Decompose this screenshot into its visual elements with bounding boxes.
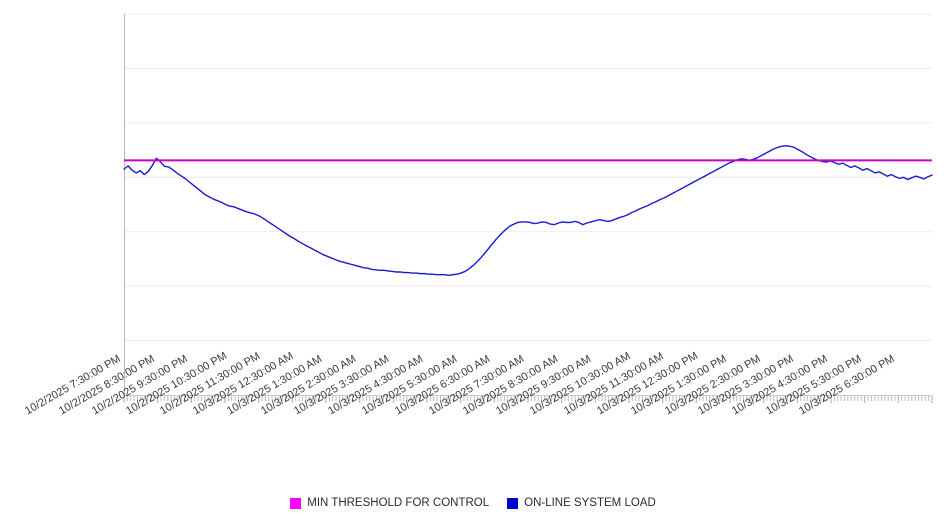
legend-label-min-threshold: MIN THRESHOLD FOR CONTROL — [307, 497, 490, 509]
legend-swatch-icon-min-threshold — [290, 497, 302, 509]
x-axis-ticks — [123, 396, 933, 403]
legend-label-system-load: ON-LINE SYSTEM LOAD — [524, 497, 656, 509]
legend-item-on-line-system-load[interactable]: ON-LINE SYSTEM LOAD — [507, 497, 656, 509]
legend-swatch-icon-system-load — [507, 497, 519, 509]
legend-item-min-threshold-for-control[interactable]: MIN THRESHOLD FOR CONTROL — [290, 497, 489, 509]
gridlines — [124, 13, 932, 342]
series-line-on-line-system-load — [123, 145, 933, 276]
chart-legend: MIN THRESHOLD FOR CONTROL ON-LINE SYSTEM… — [0, 497, 946, 509]
